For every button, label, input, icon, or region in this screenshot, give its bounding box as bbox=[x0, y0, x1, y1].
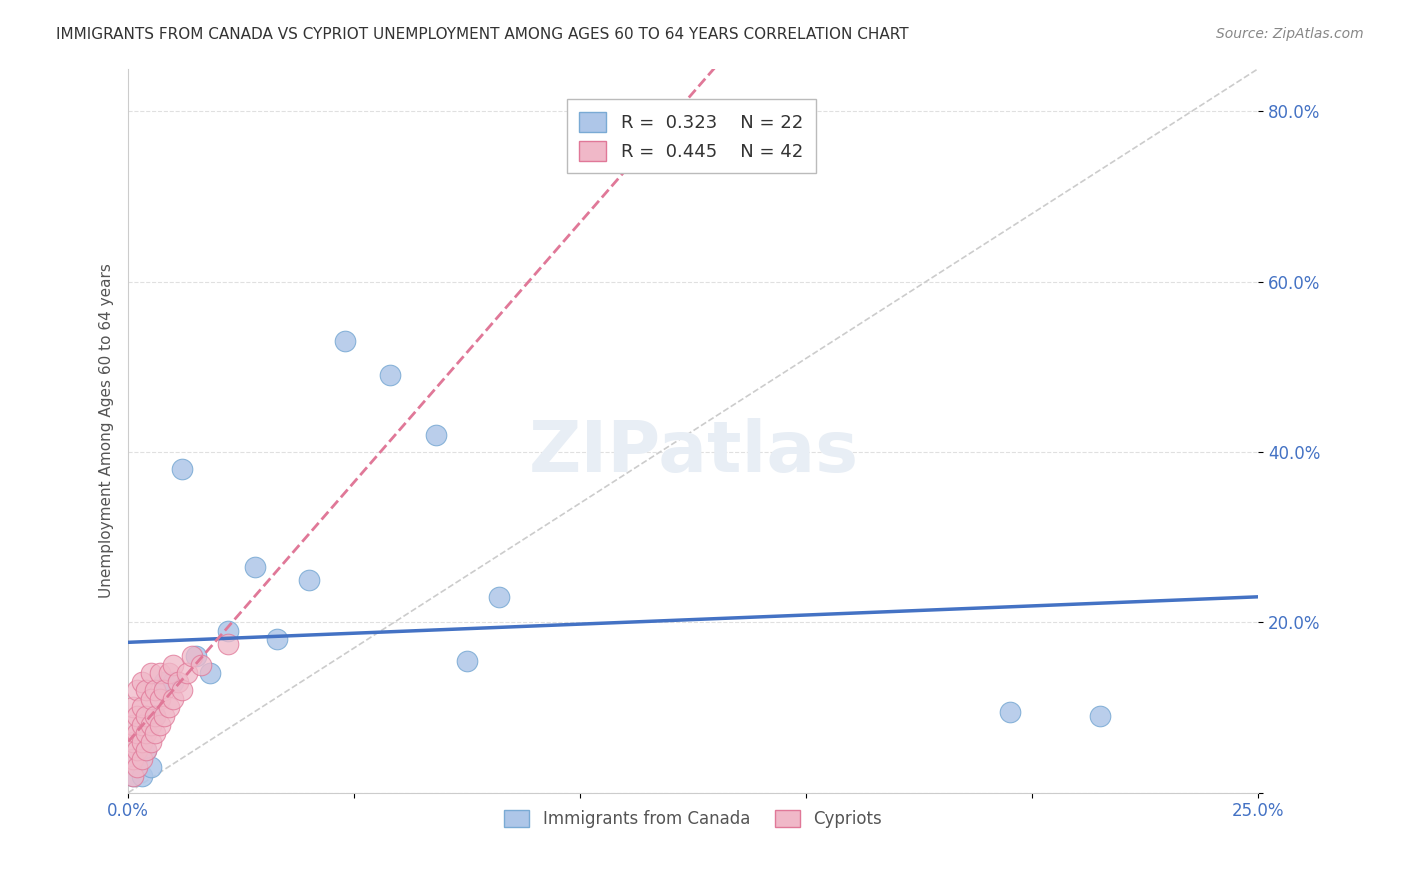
Point bbox=[456, 654, 478, 668]
Point bbox=[139, 717, 162, 731]
Point bbox=[139, 692, 162, 706]
Point bbox=[380, 368, 402, 383]
Point bbox=[135, 683, 157, 698]
Point bbox=[243, 560, 266, 574]
Point bbox=[121, 734, 143, 748]
Point bbox=[127, 726, 149, 740]
Point bbox=[149, 666, 172, 681]
Point bbox=[120, 751, 142, 765]
Point bbox=[998, 705, 1021, 719]
Point bbox=[217, 636, 239, 650]
Point bbox=[131, 700, 153, 714]
Point bbox=[127, 751, 149, 765]
Point bbox=[139, 734, 162, 748]
Point bbox=[488, 590, 510, 604]
Point bbox=[190, 657, 212, 672]
Text: ZIPatlas: ZIPatlas bbox=[529, 417, 859, 487]
Point bbox=[131, 674, 153, 689]
Point bbox=[135, 726, 157, 740]
Point bbox=[121, 751, 143, 765]
Point bbox=[127, 709, 149, 723]
Point bbox=[162, 657, 184, 672]
Point bbox=[167, 674, 190, 689]
Point bbox=[135, 709, 157, 723]
Legend: Immigrants from Canada, Cypriots: Immigrants from Canada, Cypriots bbox=[498, 804, 889, 835]
Point bbox=[127, 683, 149, 698]
Point bbox=[145, 709, 167, 723]
Point bbox=[135, 743, 157, 757]
Point bbox=[149, 692, 172, 706]
Point bbox=[266, 632, 288, 647]
Point bbox=[149, 717, 172, 731]
Point bbox=[176, 666, 198, 681]
Point bbox=[162, 674, 184, 689]
Point bbox=[139, 666, 162, 681]
Point bbox=[135, 743, 157, 757]
Point bbox=[298, 573, 321, 587]
Point bbox=[180, 649, 202, 664]
Point bbox=[172, 683, 194, 698]
Point bbox=[127, 743, 149, 757]
Point bbox=[157, 666, 180, 681]
Point bbox=[162, 692, 184, 706]
Point bbox=[139, 760, 162, 774]
Point bbox=[121, 700, 143, 714]
Point bbox=[121, 717, 143, 731]
Point bbox=[153, 674, 176, 689]
Point bbox=[184, 649, 207, 664]
Point bbox=[425, 427, 447, 442]
Point bbox=[198, 666, 221, 681]
Point bbox=[145, 726, 167, 740]
Point bbox=[157, 700, 180, 714]
Point bbox=[131, 717, 153, 731]
Point bbox=[153, 683, 176, 698]
Point bbox=[335, 334, 357, 348]
Point bbox=[131, 751, 153, 765]
Point bbox=[145, 683, 167, 698]
Y-axis label: Unemployment Among Ages 60 to 64 years: Unemployment Among Ages 60 to 64 years bbox=[100, 263, 114, 598]
Point bbox=[153, 709, 176, 723]
Point bbox=[217, 624, 239, 638]
Point bbox=[121, 769, 143, 783]
Point bbox=[121, 769, 143, 783]
Point bbox=[145, 709, 167, 723]
Text: IMMIGRANTS FROM CANADA VS CYPRIOT UNEMPLOYMENT AMONG AGES 60 TO 64 YEARS CORRELA: IMMIGRANTS FROM CANADA VS CYPRIOT UNEMPL… bbox=[56, 27, 908, 42]
Text: Source: ZipAtlas.com: Source: ZipAtlas.com bbox=[1216, 27, 1364, 41]
Point bbox=[131, 734, 153, 748]
Point bbox=[127, 760, 149, 774]
Point bbox=[131, 769, 153, 783]
Point bbox=[1090, 709, 1112, 723]
Point bbox=[172, 462, 194, 476]
